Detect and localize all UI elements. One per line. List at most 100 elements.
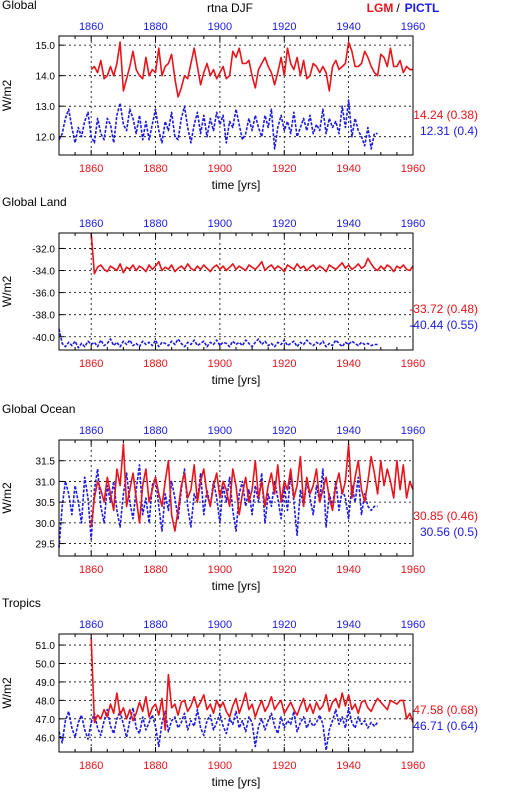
y-tick-label: 30.5 xyxy=(36,498,56,509)
x-tick-label-bottom: 1940 xyxy=(336,564,360,576)
y-tick-label: 30.0 xyxy=(36,519,56,530)
chart-panel: Global Ocean 1860 1880 1900 1920 1940 1960 1860… xyxy=(0,402,478,593)
x-tick-label-bottom: 1860 xyxy=(79,358,103,370)
y-axis-label: W/m2 xyxy=(0,482,14,514)
y-tick-label: 14.0 xyxy=(36,72,56,83)
chart-panel: Global 1860 1880 1900 1920 1940 1960 1860 1880 19… xyxy=(0,0,478,192)
stat-lgm: 47.58 (0.68) xyxy=(413,703,478,717)
legend-pictl-label: PICTL xyxy=(405,1,440,15)
chart-panel: Global Land 1860 1880 1900 1920 1940 1960 1860 1… xyxy=(0,195,478,387)
stat-pictl: 12.31 (0.4) xyxy=(420,124,478,138)
x-tick-label-bottom: 1940 xyxy=(336,760,360,772)
x-tick-label-bottom: 1920 xyxy=(272,760,296,772)
x-tick-label-bottom: 1920 xyxy=(272,358,296,370)
x-tick-label-bottom: 1860 xyxy=(79,163,103,175)
x-tick-label-top: 1900 xyxy=(208,425,232,437)
x-tick-label-top: 1960 xyxy=(401,21,425,33)
x-tick-label-bottom: 1900 xyxy=(208,163,232,175)
x-tick-label-top: 1940 xyxy=(336,21,360,33)
series-line-lgm xyxy=(90,443,414,532)
x-tick-label-bottom: 1960 xyxy=(401,760,425,772)
x-tick-label-top: 1900 xyxy=(208,619,232,631)
x-tick-label-top: 1860 xyxy=(79,218,103,230)
y-tick-label: 48.0 xyxy=(36,696,56,707)
x-tick-label-top: 1920 xyxy=(272,619,296,631)
stat-pictl: 30.56 (0.5) xyxy=(420,525,478,539)
x-tick-label-top: 1880 xyxy=(143,21,167,33)
x-tick-label-bottom: 1940 xyxy=(336,358,360,370)
series-line-pictl xyxy=(58,99,378,150)
x-tick-label-top: 1960 xyxy=(401,619,425,631)
y-tick-label: 31.0 xyxy=(36,477,56,488)
x-tick-label-top: 1880 xyxy=(143,218,167,230)
y-tick-label: 31.5 xyxy=(36,457,56,468)
y-axis-label: W/m2 xyxy=(0,276,14,308)
x-tick-label-bottom: 1920 xyxy=(272,564,296,576)
series-line-lgm xyxy=(90,637,414,731)
y-axis-label: W/m2 xyxy=(0,677,14,709)
figure-variable-label: rtna DJF xyxy=(207,1,253,15)
y-tick-label: 15.0 xyxy=(36,41,56,52)
plot-frame xyxy=(58,633,414,753)
x-tick-label-top: 1920 xyxy=(272,21,296,33)
y-tick-label: 51.0 xyxy=(36,641,56,652)
x-tick-label-top: 1960 xyxy=(401,425,425,437)
x-tick-label-bottom: 1960 xyxy=(401,163,425,175)
x-tick-label-bottom: 1860 xyxy=(79,760,103,772)
panel-title: Global xyxy=(2,0,37,12)
plot-frame xyxy=(58,232,414,351)
x-tick-label-bottom: 1960 xyxy=(401,358,425,370)
x-tick-label-bottom: 1940 xyxy=(336,163,360,175)
y-tick-label: 46.0 xyxy=(36,733,56,744)
x-tick-label-top: 1860 xyxy=(79,21,103,33)
x-tick-label-top: 1920 xyxy=(272,425,296,437)
y-axis-label: W/m2 xyxy=(0,80,14,112)
x-tick-label-top: 1880 xyxy=(143,425,167,437)
x-tick-label-top: 1860 xyxy=(79,425,103,437)
y-tick-label: -34.0 xyxy=(32,267,55,278)
series-line-pictl xyxy=(58,464,378,548)
x-tick-label-bottom: 1900 xyxy=(208,358,232,370)
stat-pictl: -40.44 (0.55) xyxy=(409,318,478,332)
x-tick-label-top: 1860 xyxy=(79,619,103,631)
series-line-pictl xyxy=(58,706,379,752)
y-tick-label: 47.0 xyxy=(36,715,56,726)
x-tick-label-top: 1920 xyxy=(272,218,296,230)
y-tick-label: 49.0 xyxy=(36,678,56,689)
x-axis-label: time [yrs] xyxy=(212,373,261,387)
x-tick-label-top: 1900 xyxy=(208,218,232,230)
series-line-pictl xyxy=(58,328,378,349)
y-tick-label: 12.0 xyxy=(36,133,56,144)
x-axis-label: time [yrs] xyxy=(212,579,261,593)
x-tick-label-bottom: 1880 xyxy=(143,163,167,175)
x-tick-label-bottom: 1880 xyxy=(143,760,167,772)
x-tick-label-bottom: 1860 xyxy=(79,564,103,576)
x-tick-label-bottom: 1920 xyxy=(272,163,296,175)
y-tick-label: 13.0 xyxy=(36,102,56,113)
stat-lgm: 30.85 (0.46) xyxy=(413,509,478,523)
panel-title: Global Land xyxy=(2,195,67,209)
y-tick-label: 29.5 xyxy=(36,540,56,551)
x-tick-label-bottom: 1900 xyxy=(208,564,232,576)
x-axis-label: time [yrs] xyxy=(212,178,261,192)
y-tick-label: -36.0 xyxy=(32,289,55,300)
x-tick-label-top: 1940 xyxy=(336,425,360,437)
x-axis-label: time [yrs] xyxy=(212,775,261,789)
y-tick-label: -40.0 xyxy=(32,333,55,344)
panel-title: Tropics xyxy=(2,596,41,610)
y-tick-label: -38.0 xyxy=(32,311,55,322)
y-tick-label: 50.0 xyxy=(36,660,56,671)
legend-lgm-label: LGM xyxy=(367,1,394,15)
y-tick-label: -32.0 xyxy=(32,244,55,255)
stat-lgm: 14.24 (0.38) xyxy=(413,108,478,122)
series-line-lgm xyxy=(90,41,413,98)
x-tick-label-bottom: 1880 xyxy=(143,358,167,370)
x-tick-label-bottom: 1960 xyxy=(401,564,425,576)
stat-pictl: 46.71 (0.64) xyxy=(413,719,478,733)
panel-title: Global Ocean xyxy=(2,402,75,416)
chart-panel: Tropics 1860 1880 1900 1920 1940 1960 1860 1880 1… xyxy=(0,596,478,789)
series-line-lgm xyxy=(90,232,414,275)
x-tick-label-top: 1900 xyxy=(208,21,232,33)
x-tick-label-top: 1880 xyxy=(143,619,167,631)
